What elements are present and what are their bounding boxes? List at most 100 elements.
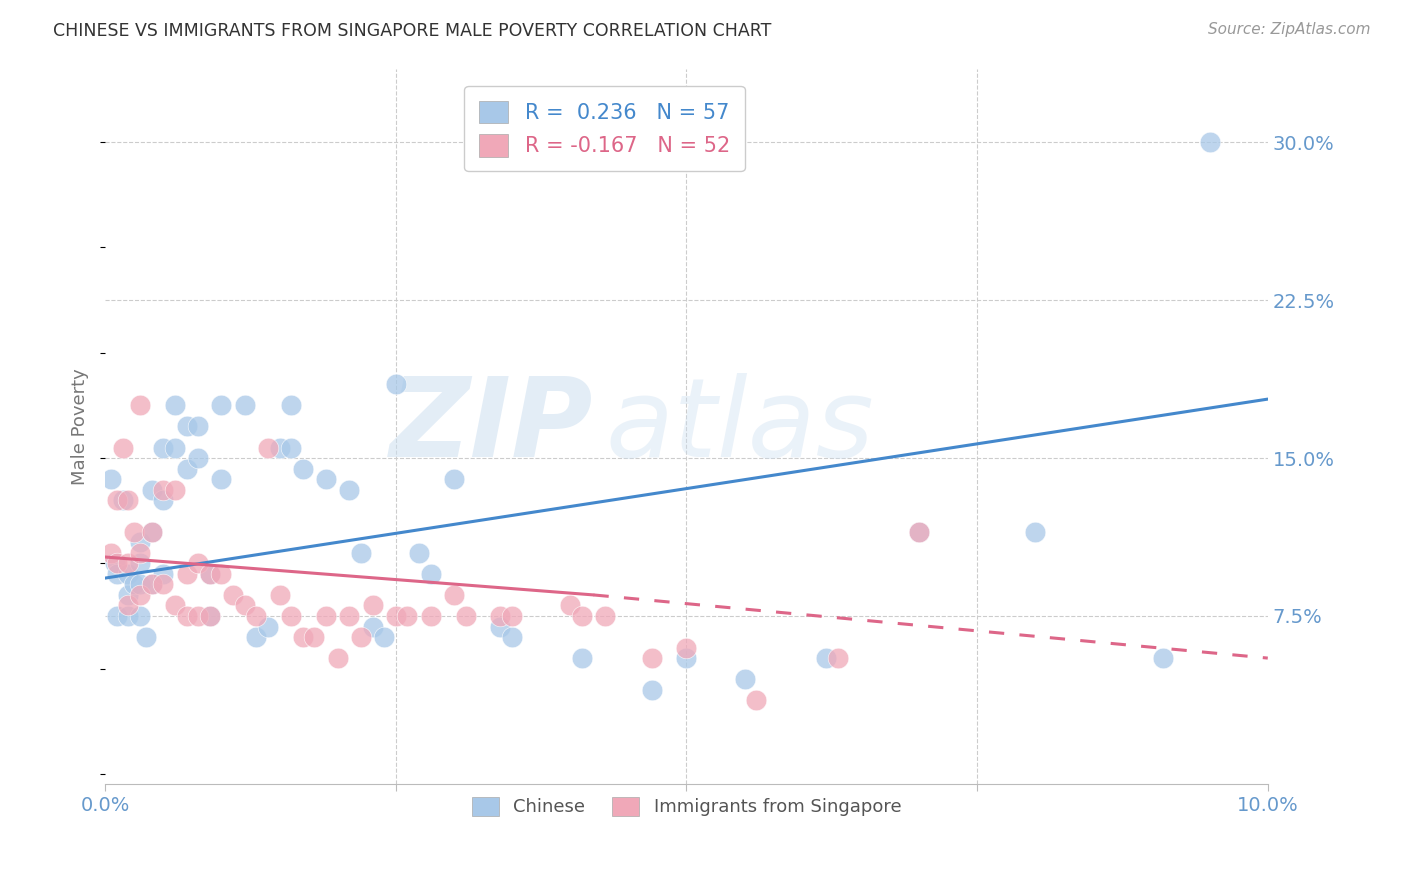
Point: [571, 651, 593, 665]
Point: [373, 630, 395, 644]
Point: [326, 651, 349, 665]
Point: [280, 399, 302, 413]
Point: [1024, 524, 1046, 539]
Point: [211, 472, 233, 486]
Point: [571, 609, 593, 624]
Point: [269, 441, 291, 455]
Point: [187, 609, 209, 624]
Point: [361, 619, 384, 633]
Point: [408, 546, 430, 560]
Point: [419, 566, 441, 581]
Text: Source: ZipAtlas.com: Source: ZipAtlas.com: [1208, 22, 1371, 37]
Point: [593, 609, 616, 624]
Point: [233, 599, 256, 613]
Text: atlas: atlas: [605, 373, 873, 480]
Point: [117, 609, 139, 624]
Point: [501, 609, 523, 624]
Point: [129, 557, 152, 571]
Point: [385, 377, 408, 392]
Point: [124, 524, 146, 539]
Point: [501, 630, 523, 644]
Point: [152, 577, 174, 591]
Point: [827, 651, 849, 665]
Point: [141, 483, 163, 497]
Point: [385, 609, 408, 624]
Point: [176, 419, 198, 434]
Point: [117, 599, 139, 613]
Point: [443, 472, 465, 486]
Y-axis label: Male Poverty: Male Poverty: [72, 368, 89, 485]
Point: [129, 546, 152, 560]
Point: [454, 609, 477, 624]
Point: [734, 672, 756, 686]
Point: [176, 461, 198, 475]
Point: [1152, 651, 1174, 665]
Point: [111, 441, 134, 455]
Point: [124, 577, 146, 591]
Point: [176, 566, 198, 581]
Point: [198, 609, 221, 624]
Point: [176, 609, 198, 624]
Point: [350, 546, 373, 560]
Point: [640, 682, 662, 697]
Point: [560, 599, 582, 613]
Point: [141, 524, 163, 539]
Point: [269, 588, 291, 602]
Point: [105, 557, 128, 571]
Point: [419, 609, 441, 624]
Point: [163, 441, 186, 455]
Point: [304, 630, 326, 644]
Text: ZIP: ZIP: [389, 373, 593, 480]
Point: [337, 483, 360, 497]
Point: [152, 483, 174, 497]
Point: [257, 441, 280, 455]
Point: [280, 609, 302, 624]
Point: [152, 566, 174, 581]
Point: [908, 524, 931, 539]
Point: [745, 693, 768, 707]
Point: [198, 609, 221, 624]
Text: CHINESE VS IMMIGRANTS FROM SINGAPORE MALE POVERTY CORRELATION CHART: CHINESE VS IMMIGRANTS FROM SINGAPORE MAL…: [53, 22, 772, 40]
Point: [814, 651, 837, 665]
Point: [135, 630, 157, 644]
Point: [117, 588, 139, 602]
Point: [489, 619, 512, 633]
Point: [117, 557, 139, 571]
Point: [280, 441, 302, 455]
Point: [163, 399, 186, 413]
Point: [129, 535, 152, 549]
Point: [443, 588, 465, 602]
Point: [163, 483, 186, 497]
Point: [129, 609, 152, 624]
Point: [222, 588, 245, 602]
Point: [675, 651, 697, 665]
Point: [129, 399, 152, 413]
Point: [315, 472, 337, 486]
Point: [187, 557, 209, 571]
Point: [100, 546, 122, 560]
Point: [141, 577, 163, 591]
Point: [337, 609, 360, 624]
Point: [257, 619, 280, 633]
Point: [105, 566, 128, 581]
Point: [187, 419, 209, 434]
Point: [396, 609, 419, 624]
Point: [675, 640, 697, 655]
Point: [291, 630, 314, 644]
Point: [198, 566, 221, 581]
Point: [117, 493, 139, 508]
Point: [198, 566, 221, 581]
Point: [117, 566, 139, 581]
Point: [103, 557, 125, 571]
Point: [361, 599, 384, 613]
Point: [111, 493, 134, 508]
Point: [291, 461, 314, 475]
Point: [245, 609, 267, 624]
Point: [163, 599, 186, 613]
Point: [233, 399, 256, 413]
Point: [315, 609, 337, 624]
Point: [245, 630, 267, 644]
Legend: Chinese, Immigrants from Singapore: Chinese, Immigrants from Singapore: [463, 788, 911, 825]
Point: [908, 524, 931, 539]
Point: [1198, 135, 1220, 149]
